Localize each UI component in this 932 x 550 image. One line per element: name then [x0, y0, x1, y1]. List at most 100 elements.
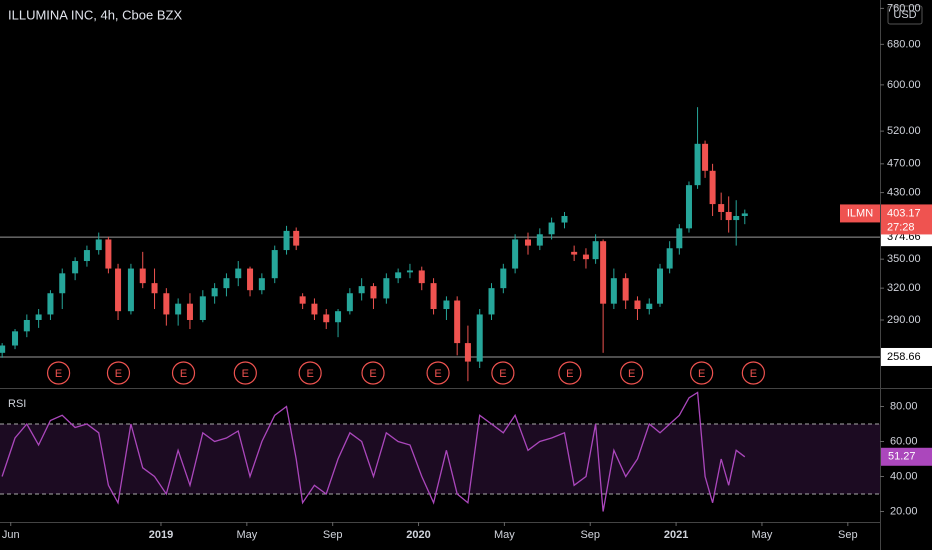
candle-body [23, 319, 30, 332]
candle-body [271, 250, 278, 279]
candle-body [211, 288, 218, 297]
candle-body [235, 268, 242, 279]
candle-body [35, 314, 42, 320]
earnings-label: E [55, 368, 62, 380]
earnings-label: E [180, 368, 187, 380]
candle-body [430, 283, 437, 310]
candle-body [622, 278, 629, 301]
candle-body [646, 303, 653, 310]
candle-body [199, 296, 206, 320]
candle-body [346, 293, 353, 312]
rsi-y-tick-label: 80.00 [890, 400, 918, 412]
x-tick-label: Sep [580, 529, 600, 541]
candle-body [299, 296, 306, 304]
y-tick-label: 470.00 [887, 158, 921, 170]
x-tick-label: May [236, 529, 257, 541]
countdown: 27:28 [887, 221, 915, 233]
candle-body [666, 248, 673, 269]
candle-body [406, 270, 413, 273]
symbol-box [840, 204, 880, 223]
earnings-label: E [698, 368, 705, 380]
x-tick-label: May [494, 529, 515, 541]
candle-body [676, 228, 683, 249]
earnings-marker [298, 361, 322, 385]
price-box [881, 204, 932, 235]
earnings-marker [171, 361, 196, 385]
candle-body [600, 241, 607, 304]
candle-body [223, 278, 230, 289]
candle-body [718, 204, 725, 212]
candle-body [175, 303, 182, 315]
candle-body [370, 286, 377, 299]
rsi-y-tick-label: 20.00 [890, 505, 918, 517]
earnings-marker [361, 361, 385, 385]
candle-body [656, 268, 664, 304]
x-tick-label: May [752, 529, 773, 541]
candle-body [733, 215, 740, 221]
candle-body [311, 303, 318, 315]
earnings-label: E [566, 368, 573, 380]
candle-body [571, 251, 578, 255]
candle-body [464, 343, 471, 362]
earnings-marker [690, 361, 714, 385]
candle-body [536, 234, 543, 246]
candle-body [443, 300, 450, 310]
y-tick-label: 350.00 [887, 253, 921, 265]
current-price: 403.17 [887, 207, 921, 219]
candle-body [582, 254, 589, 260]
rsi-y-tick-label: 60.00 [890, 435, 918, 447]
candle-body [163, 293, 170, 315]
rsi-value-box [881, 447, 932, 466]
candle-body [127, 268, 134, 312]
candle-body [139, 268, 146, 284]
candle-body [488, 288, 495, 315]
level-label: 258.66 [887, 351, 921, 363]
candle-body [709, 170, 716, 205]
candle-body [634, 300, 641, 310]
symbol: ILMN [847, 207, 873, 219]
earnings-label: E [628, 368, 635, 380]
candle-body [741, 213, 748, 216]
earnings-label: E [750, 368, 757, 380]
candle-body [418, 270, 425, 284]
earnings-label: E [115, 368, 122, 380]
earnings-marker [46, 361, 71, 385]
candle-body [561, 215, 568, 223]
candle-body [383, 278, 390, 299]
candle-body [283, 230, 290, 251]
candle-body [186, 303, 193, 320]
earnings-marker [233, 361, 257, 385]
x-tick-label: 2019 [149, 529, 173, 541]
candle-body [395, 272, 402, 279]
candle-body [524, 239, 532, 246]
candle-body [592, 241, 599, 260]
candle-body [151, 283, 158, 294]
candle-body [95, 239, 102, 251]
earnings-marker [491, 361, 515, 385]
candle-body [115, 268, 122, 312]
candle-body [454, 300, 461, 344]
earnings-marker [106, 361, 131, 385]
earnings-label: E [242, 368, 249, 380]
x-tick-label: 2020 [406, 529, 430, 541]
candle-body [59, 273, 66, 294]
earnings-marker [426, 361, 450, 385]
y-tick-label: 680.00 [887, 38, 921, 50]
candle-body [512, 239, 519, 269]
y-tick-label: 520.00 [887, 125, 921, 137]
earnings-label: E [369, 368, 376, 380]
y-tick-label: 430.00 [887, 187, 921, 199]
candle-body [258, 278, 265, 291]
earnings-label: E [499, 368, 506, 380]
x-tick-label: Sep [838, 529, 858, 541]
level-label-box [881, 347, 932, 366]
candle-body [12, 331, 19, 346]
candle-body [293, 230, 300, 246]
candle-body [47, 293, 54, 315]
candle-body [725, 211, 732, 221]
candle-body [476, 314, 483, 362]
candle-body [694, 143, 701, 186]
earnings-label: E [434, 368, 441, 380]
candle-body [0, 345, 6, 353]
currency: USD [893, 9, 916, 21]
